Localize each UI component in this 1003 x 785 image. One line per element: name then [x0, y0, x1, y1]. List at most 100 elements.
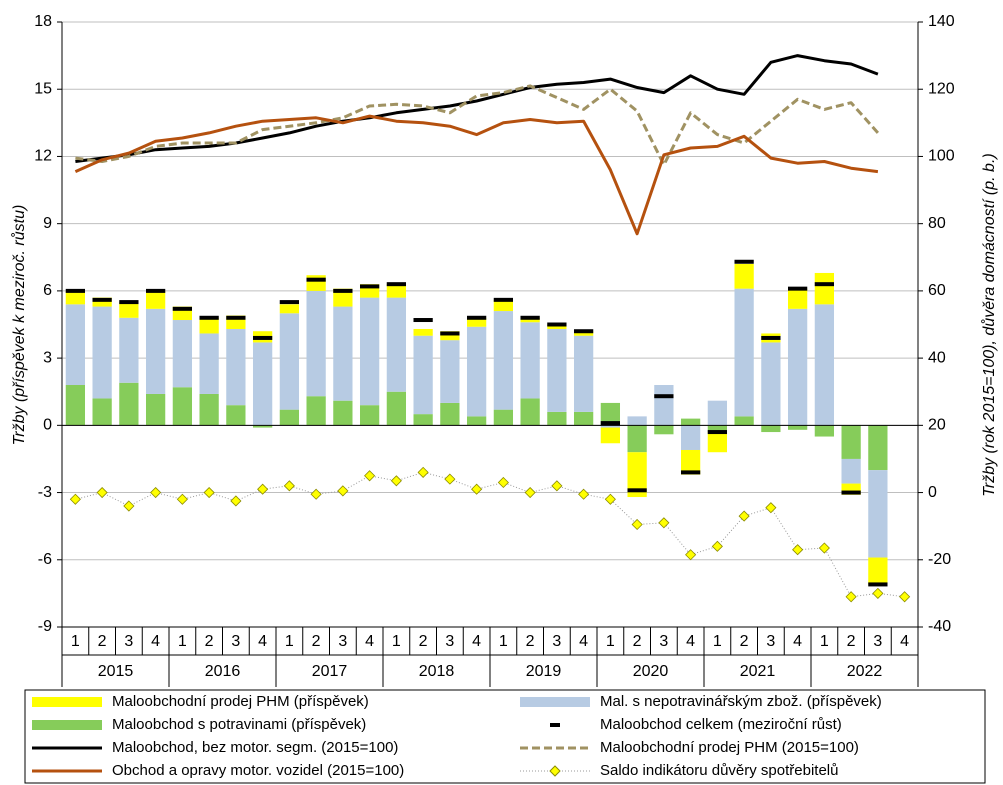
y2-tick-label: 0: [928, 484, 937, 501]
bar-segment: [627, 425, 647, 453]
bar-segment: [600, 402, 621, 426]
x-tick-label: 4: [793, 633, 802, 650]
bar-segment: [547, 324, 567, 329]
x-tick-label: 1: [713, 633, 722, 650]
legend-label: Maloobchodní prodej PHM (příspěvek): [112, 693, 369, 710]
bar-segment: [761, 425, 781, 433]
y2-axis-label: Tržby (rok 2015=100), důvěra domácností …: [980, 153, 998, 496]
x-tick-label: 1: [392, 633, 401, 650]
x-tick-label: 2: [847, 633, 856, 650]
marker-point: [283, 480, 295, 492]
total-marker: [841, 490, 861, 495]
x-tick-label: 2: [419, 633, 428, 650]
bar-segment: [680, 425, 701, 450]
bar-segment: [413, 328, 433, 336]
x-tick-label: 2: [312, 633, 321, 650]
marker-point: [685, 549, 697, 561]
x-tick-label: 2: [526, 633, 535, 650]
bar-segment: [386, 297, 407, 392]
bar-segment: [226, 328, 246, 406]
bar-segment: [734, 288, 754, 417]
marker-point: [604, 493, 616, 505]
bar-segment: [841, 425, 861, 459]
y2-tick-label: 100: [928, 148, 955, 165]
bar-segment: [600, 427, 621, 444]
marker-point: [444, 473, 456, 485]
total-marker: [172, 306, 193, 311]
bar-segment: [440, 402, 460, 426]
legend-swatch: [550, 723, 560, 727]
total-marker: [333, 288, 353, 293]
bar-segment: [172, 387, 193, 426]
bar-segment: [466, 326, 487, 417]
total-marker: [787, 286, 808, 291]
bar-segment: [119, 302, 139, 318]
bar-segment: [119, 382, 139, 426]
bar-segment: [199, 393, 219, 426]
bar-segment: [547, 411, 567, 426]
bar-segment: [466, 317, 487, 327]
x-tick-label: 4: [365, 633, 374, 650]
series-line: [75, 84, 880, 167]
bar-segment: [787, 288, 808, 309]
marker-point: [123, 500, 135, 512]
year-label: 2015: [98, 663, 134, 680]
bar-segment: [493, 409, 514, 426]
legend-label: Maloobchod s potravinami (příspěvek): [112, 716, 366, 733]
bar-segment: [707, 425, 728, 433]
bar-segment: [761, 342, 781, 426]
y-tick-label: 15: [34, 80, 52, 97]
marker-point: [765, 502, 777, 514]
bar-segment: [386, 284, 407, 298]
bar-segment: [627, 416, 647, 426]
bar-segment: [707, 432, 728, 453]
x-tick-label: 2: [633, 633, 642, 650]
total-marker: [226, 315, 246, 320]
x-tick-label: 1: [820, 633, 829, 650]
y-tick-label: -9: [38, 618, 52, 635]
y-tick-label: -6: [38, 551, 52, 568]
bar-segment: [279, 313, 300, 410]
marker-point: [364, 470, 376, 482]
legend-label: Maloobchod, bez motor. segm. (2015=100): [112, 739, 398, 756]
marker-point: [257, 483, 269, 495]
bar-segment: [306, 275, 326, 291]
legend-swatch: [549, 765, 561, 777]
year-label: 2019: [526, 663, 562, 680]
y2-tick-label: 80: [928, 215, 946, 232]
x-tick-label: 1: [71, 633, 80, 650]
total-marker: [627, 488, 647, 493]
x-tick-label: 3: [873, 633, 882, 650]
x-tick-label: 3: [338, 633, 347, 650]
x-tick-label: 1: [606, 633, 615, 650]
bar-segment: [92, 398, 112, 426]
y2-tick-label: 120: [928, 80, 955, 97]
year-label: 2021: [740, 663, 776, 680]
bar-segment: [279, 304, 300, 314]
year-label: 2016: [205, 663, 241, 680]
marker-point: [872, 587, 884, 599]
bar-segment: [172, 320, 193, 388]
y2-tick-label: 40: [928, 349, 946, 366]
total-marker: [493, 297, 514, 302]
marker-point: [818, 542, 830, 554]
bar-segment: [707, 400, 728, 426]
x-tick-label: 3: [766, 633, 775, 650]
marker-point: [845, 591, 857, 603]
total-marker: [359, 284, 380, 289]
total-marker: [65, 288, 86, 293]
x-tick-label: 1: [178, 633, 187, 650]
series-line: [74, 114, 879, 236]
bar-segment: [868, 557, 888, 585]
bar-segment: [333, 400, 353, 426]
bar-segment: [520, 322, 540, 399]
bar-segment: [65, 304, 86, 385]
y-tick-label: 6: [43, 282, 52, 299]
bar-segment: [145, 393, 166, 426]
total-marker: [386, 282, 407, 287]
legend-label: Maloobchodní prodej PHM (2015=100): [600, 739, 859, 756]
bar-segment: [520, 317, 540, 323]
legend-swatch: [520, 697, 590, 707]
bar-segment: [333, 288, 353, 307]
x-tick-label: 2: [205, 633, 214, 650]
